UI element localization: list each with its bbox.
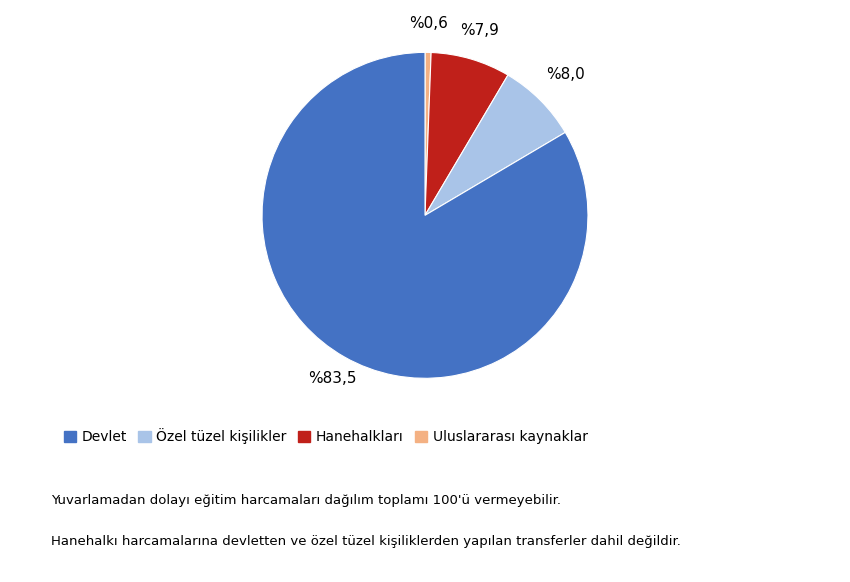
Wedge shape bbox=[262, 52, 588, 378]
Wedge shape bbox=[425, 52, 431, 215]
Legend: Devlet, Özel tüzel kişilikler, Hanehalkları, Uluslararası kaynaklar: Devlet, Özel tüzel kişilikler, Hanehalkl… bbox=[58, 423, 593, 450]
Text: %0,6: %0,6 bbox=[409, 16, 448, 31]
Text: Yuvarlamadan dolayı eğitim harcamaları dağılım toplamı 100'ü vermeyebilir.: Yuvarlamadan dolayı eğitim harcamaları d… bbox=[51, 494, 561, 507]
Text: %7,9: %7,9 bbox=[460, 23, 499, 38]
Wedge shape bbox=[425, 75, 565, 215]
Text: Hanehalkı harcamalarına devletten ve özel tüzel kişiliklerden yapılan transferle: Hanehalkı harcamalarına devletten ve öze… bbox=[51, 535, 681, 548]
Text: %8,0: %8,0 bbox=[547, 68, 585, 82]
Text: %83,5: %83,5 bbox=[308, 371, 356, 386]
Wedge shape bbox=[425, 52, 508, 215]
